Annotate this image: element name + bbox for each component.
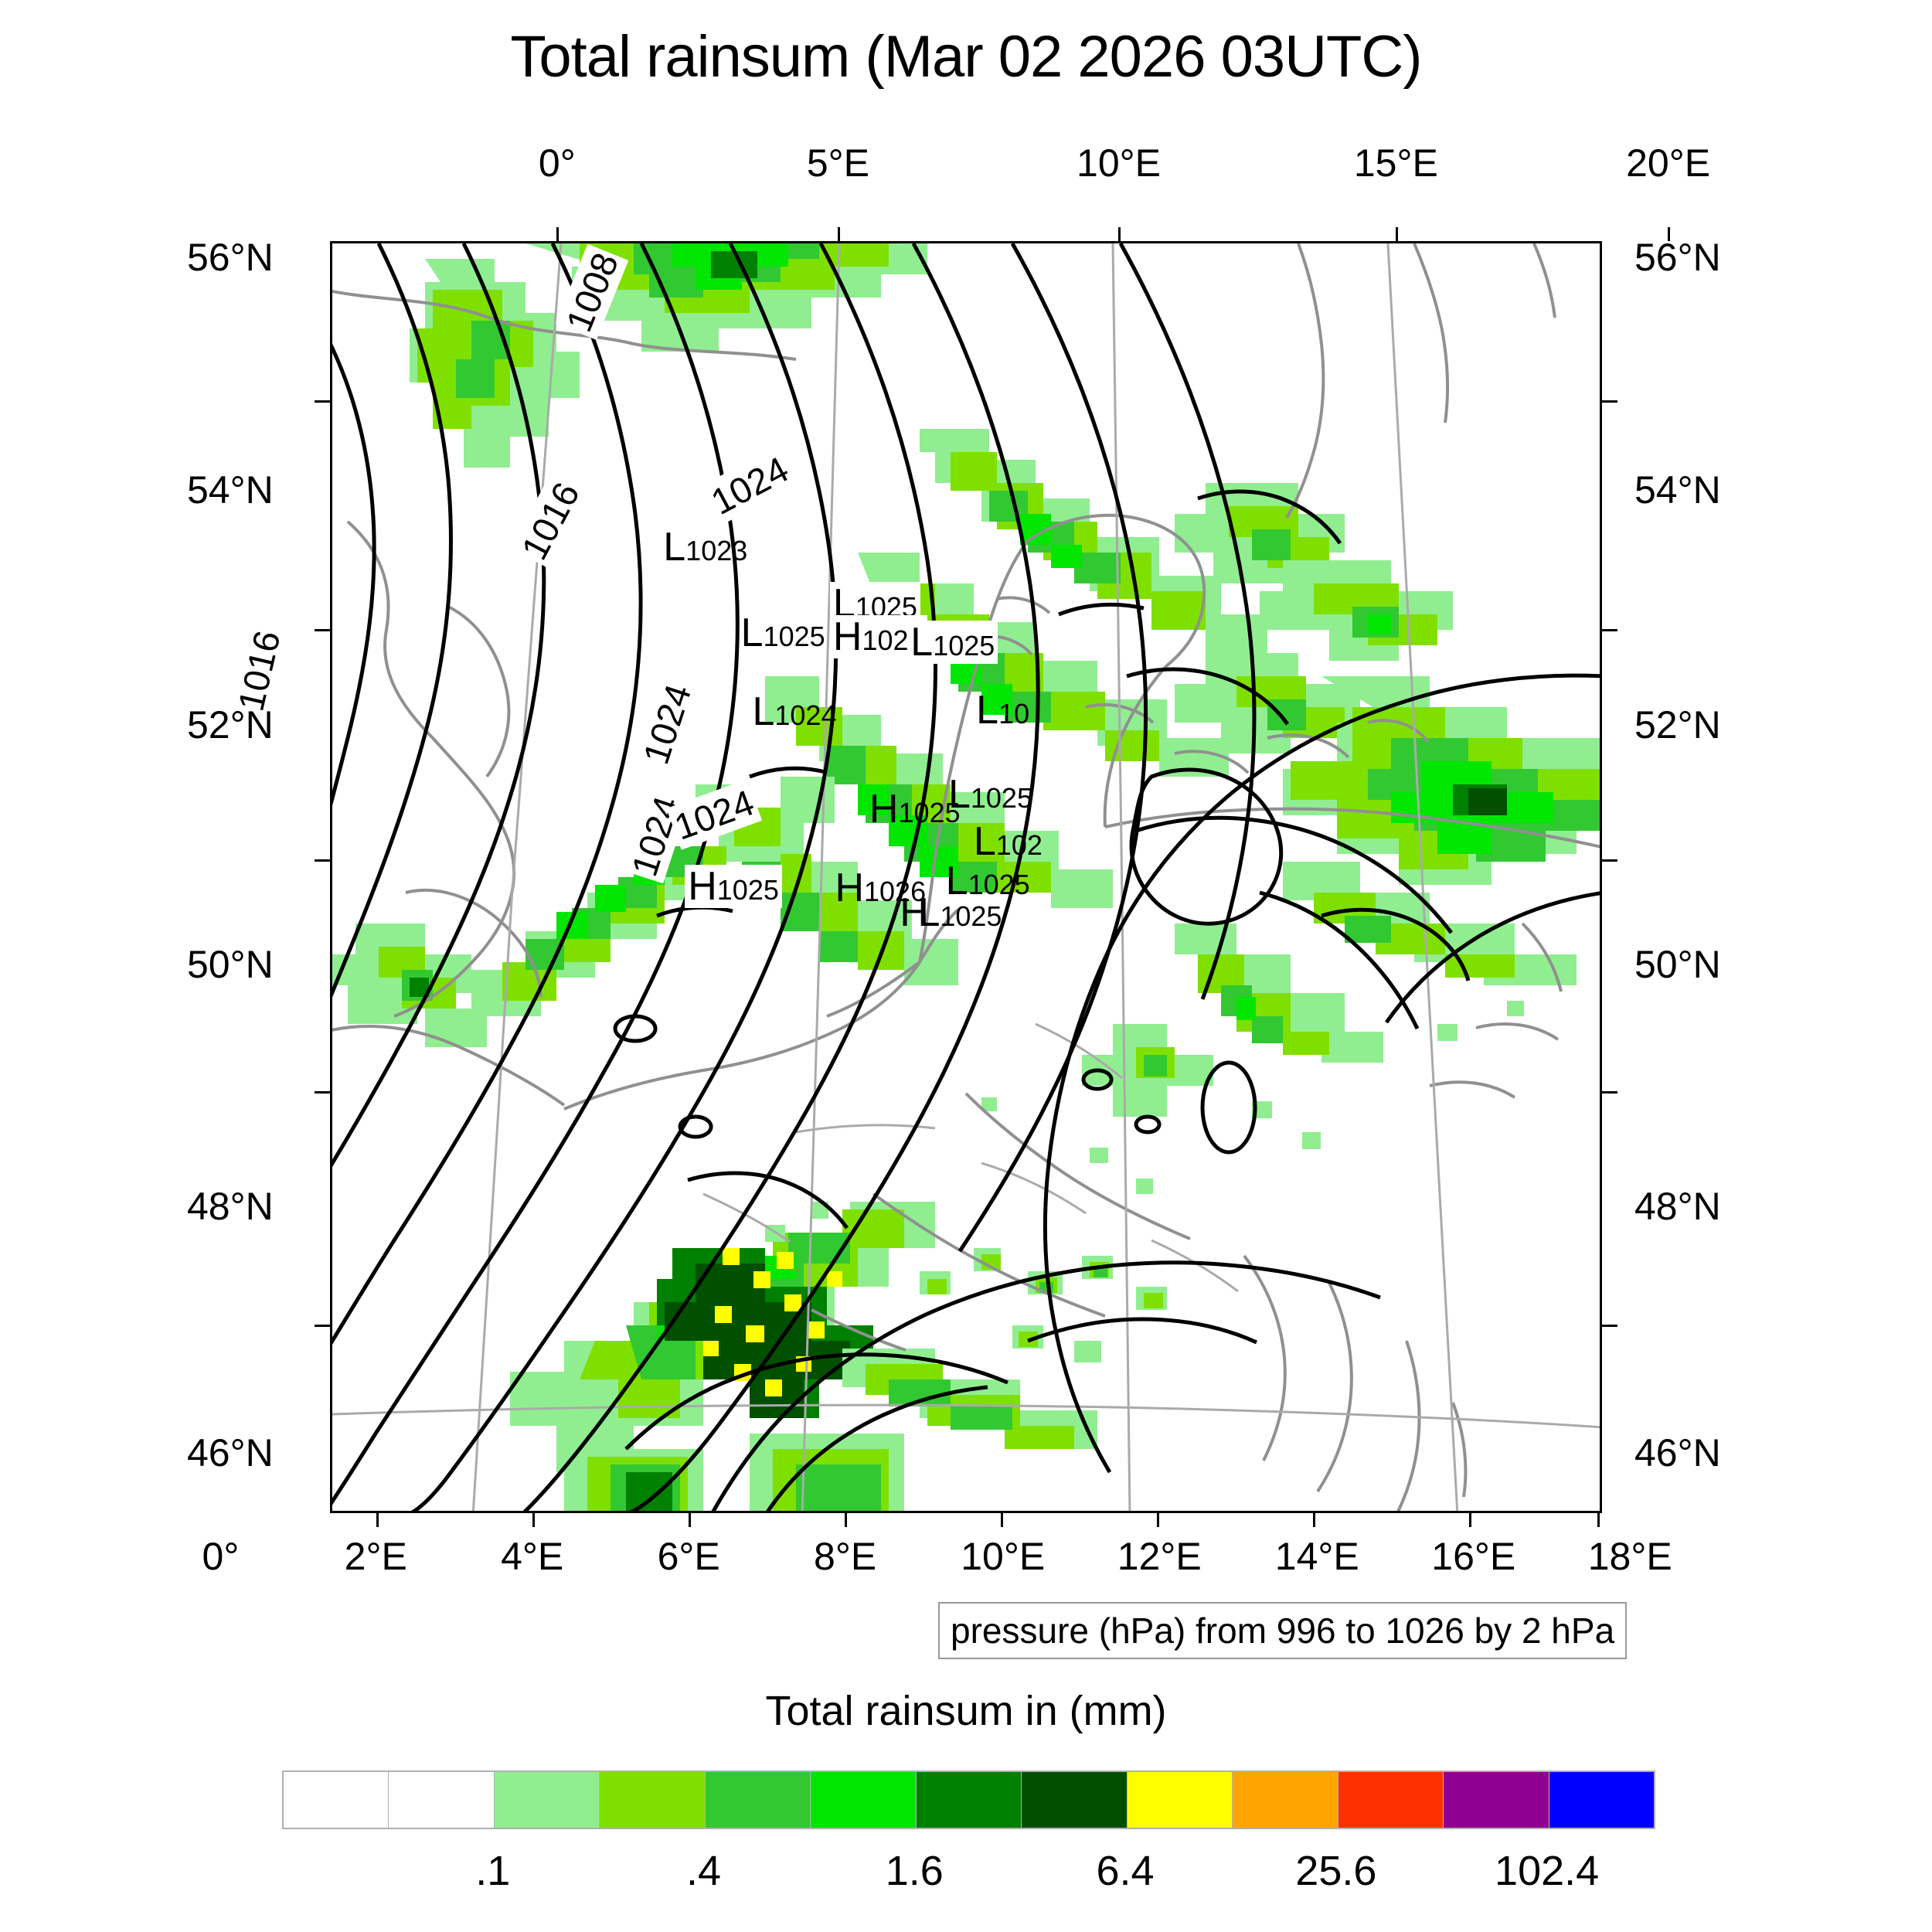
precip-northsea [410, 259, 580, 468]
precip-czech [1082, 676, 1600, 1117]
right-tick-label: 50°N [1634, 942, 1721, 986]
pressure-caption: pressure (hPa) from 996 to 1026 by 2 hPa [938, 1602, 1628, 1659]
colorbar-tick-label: 1.6 [885, 1848, 944, 1894]
pressure-value: 1023 [685, 535, 748, 567]
low-pressure-label: L1025 [948, 774, 1032, 815]
pressure-type-glyph: H [869, 787, 899, 832]
bottom-tick-label: 14°E [1274, 1535, 1359, 1578]
left-tick-label: 48°N [187, 1184, 274, 1228]
right-tick-label: 52°N [1634, 703, 1721, 747]
bottom-tick-label: 6°E [657, 1535, 720, 1578]
isobars [332, 243, 1600, 1511]
colorbar-cell[interactable] [284, 1772, 389, 1828]
colorbar-cell[interactable] [1127, 1772, 1233, 1828]
left-tick-label: 50°N [187, 942, 274, 986]
colorbar-cell[interactable] [811, 1772, 917, 1828]
pressure-type-glyph: L [945, 858, 968, 903]
colorbar-tick-label: .1 [475, 1848, 511, 1894]
precip-alps [510, 1202, 1167, 1511]
low-pressure-label: L1025 [946, 861, 1030, 901]
top-tick-label: 20°E [1626, 141, 1711, 185]
pressure-type-glyph: H [835, 866, 865, 911]
pressure-type-glyph: L [910, 619, 934, 665]
left-tick-label: 54°N [187, 468, 274, 512]
pressure-value: 1025 [940, 900, 1002, 932]
pressure-type-glyph: L [663, 525, 686, 570]
pressure-value: 102 [995, 828, 1043, 861]
colorbar-cell[interactable] [916, 1772, 1022, 1828]
colorbar[interactable] [282, 1770, 1655, 1829]
precip-speckles [765, 1001, 1524, 1242]
right-tick-label: 54°N [1634, 468, 1721, 512]
bottom-tick-label: 16°E [1431, 1535, 1516, 1578]
pressure-type-glyph: H [832, 614, 862, 659]
bottom-tick-label: 10°E [961, 1535, 1046, 1578]
pressure-value: 1026 [864, 876, 927, 908]
colorbar-title: Total rainsum in (mm) [765, 1688, 1167, 1734]
low-pressure-label: L1024 [752, 692, 836, 732]
pressure-type-glyph: L [973, 818, 996, 864]
pressure-type-glyph: H [688, 863, 717, 909]
pressure-value: 1025 [716, 873, 779, 906]
left-tick-label: 46°N [187, 1430, 274, 1475]
colorbar-cell[interactable] [1338, 1772, 1444, 1828]
pressure-value: 1025 [898, 797, 961, 829]
colorbar-tick-label: 6.4 [1096, 1848, 1155, 1894]
pressure-type-glyph: L [976, 688, 999, 733]
high-pressure-label: H [900, 893, 929, 933]
colorbar-cell[interactable] [1022, 1772, 1128, 1828]
colorbar-tick-label: 102.4 [1495, 1848, 1600, 1894]
colorbar-cell[interactable] [494, 1772, 600, 1828]
colorbar-cell[interactable] [389, 1772, 495, 1828]
pressure-type-glyph: H [900, 889, 929, 935]
high-pressure-label: H1026 [835, 868, 926, 908]
pressure-type-glyph: L [740, 610, 764, 655]
low-pressure-label: L1025 [741, 613, 825, 653]
low-pressure-label: L1025 [907, 619, 998, 665]
map-frame [330, 241, 1602, 1513]
colorbar-tick-label: .4 [686, 1848, 722, 1894]
colorbar-cell[interactable] [1233, 1772, 1338, 1828]
pressure-type-glyph: L [947, 771, 971, 817]
map-container[interactable]: 1008 1016 1016 1024 1024 1024 1024 L1023 L1025 L… [227, 227, 1670, 1527]
bottom-tick-label: 0° [202, 1535, 240, 1578]
high-pressure-label: H1025 [869, 789, 961, 829]
colorbar-cell[interactable] [600, 1772, 706, 1828]
pressure-value: 1025 [933, 629, 995, 662]
bottom-tick-label: 2°E [344, 1535, 407, 1578]
bottom-tick-label: 8°E [814, 1535, 877, 1578]
right-tick-label: 46°N [1634, 1430, 1721, 1475]
colorbar-tick-label: 25.6 [1295, 1848, 1377, 1894]
low-pressure-label: L1025 [917, 893, 1002, 933]
pressure-value: 1025 [970, 781, 1032, 814]
bottom-tick-label: 4°E [501, 1535, 564, 1578]
colorbar-cell[interactable] [705, 1772, 811, 1828]
top-tick-label: 15°E [1353, 141, 1438, 185]
top-tick-label: 10°E [1077, 141, 1161, 185]
precip-top-band [526, 243, 927, 352]
top-tick-label: 5°E [806, 141, 869, 185]
map-canvas [332, 243, 1600, 1511]
bottom-tick-label: 12°E [1117, 1535, 1202, 1578]
right-tick-label: 48°N [1634, 1184, 1721, 1228]
pressure-type-glyph: L [752, 689, 775, 734]
bottom-tick-label: 18°E [1587, 1535, 1672, 1578]
low-pressure-label: L1023 [663, 527, 747, 567]
page-title: Total rainsum (Mar 02 2026 03UTC) [510, 24, 1422, 90]
pressure-value: 1024 [774, 699, 837, 731]
top-tick-label: 0° [538, 141, 576, 185]
left-tick-label: 52°N [187, 703, 274, 747]
pressure-value: 1025 [968, 868, 1030, 900]
pressure-value: 10 [998, 698, 1030, 730]
low-pressure-label: L10 [976, 690, 1029, 730]
pressure-value: 1025 [763, 620, 825, 652]
left-tick-label: 56°N [187, 235, 274, 279]
high-pressure-label: H1025 [685, 863, 782, 909]
right-tick-label: 56°N [1634, 235, 1721, 279]
low-pressure-label: L102 [974, 821, 1043, 862]
colorbar-cell[interactable] [1549, 1772, 1655, 1828]
colorbar-cell[interactable] [1444, 1772, 1549, 1828]
pressure-type-glyph: L [917, 889, 940, 935]
